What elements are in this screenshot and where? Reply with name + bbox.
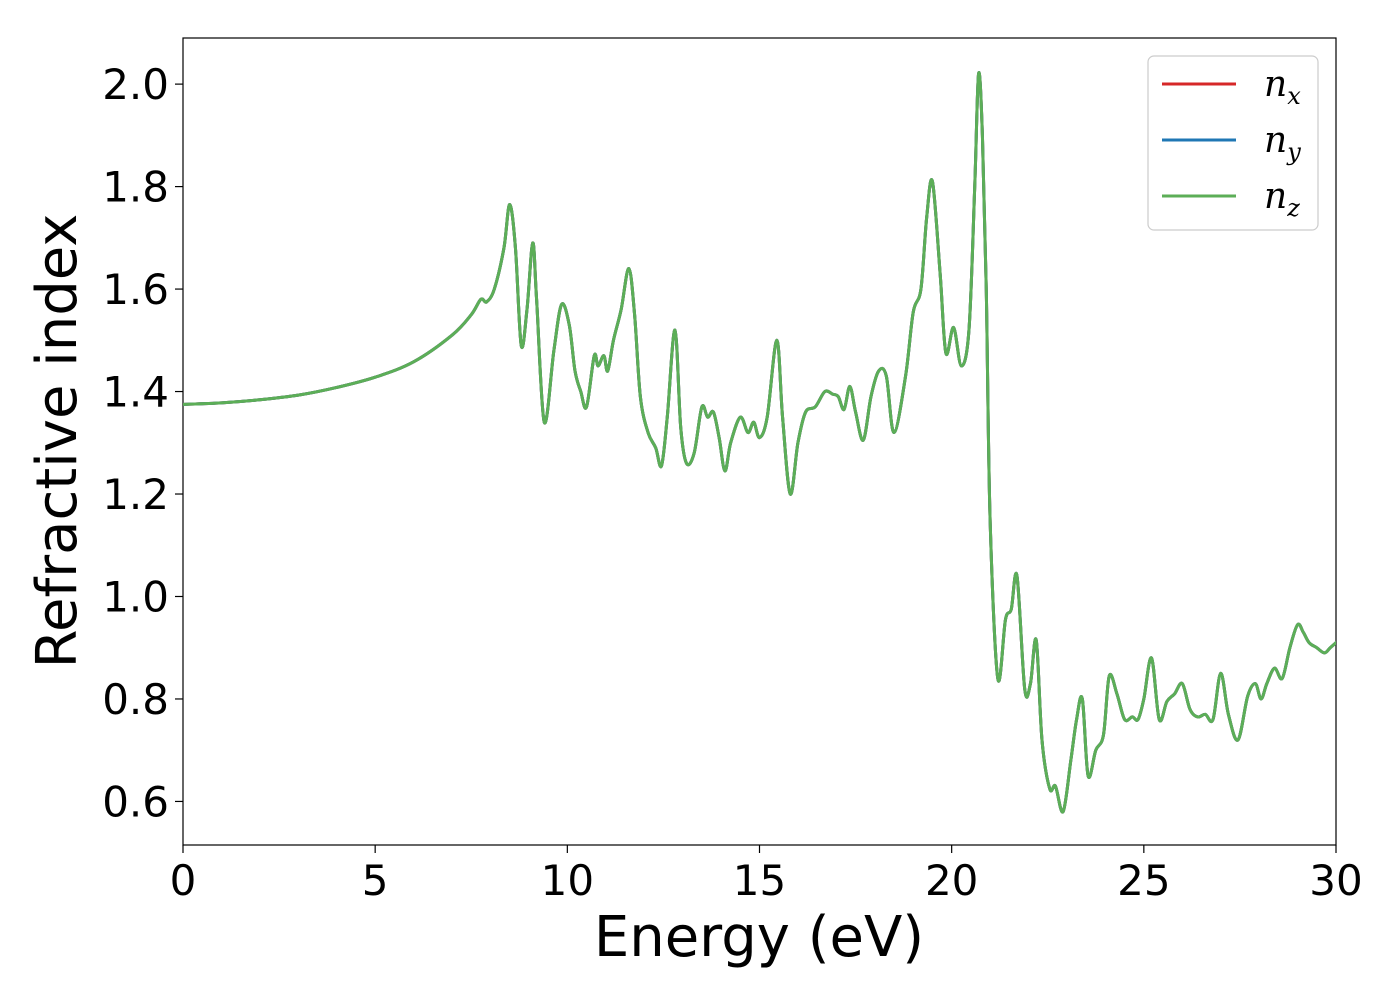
legend: nx ny nz xyxy=(1147,55,1319,231)
legend-box xyxy=(1147,55,1319,231)
x-axis-title: Energy (eV) xyxy=(594,905,924,970)
series-lines xyxy=(183,71,1336,814)
y-axis-title: Refractive index xyxy=(25,214,90,669)
legend-label-nx: nx xyxy=(1264,64,1301,110)
x-tick-label: 10 xyxy=(541,856,594,905)
x-tick-label: 25 xyxy=(1117,856,1170,905)
x-tick-label: 0 xyxy=(170,856,197,905)
series-line-nz xyxy=(183,71,1336,814)
y-tick-label: 0.6 xyxy=(102,777,169,826)
legend-label-ny: ny xyxy=(1264,120,1301,166)
y-tick-label: 1.8 xyxy=(102,163,169,212)
x-tick-label: 15 xyxy=(733,856,786,905)
y-tick-label: 1.6 xyxy=(102,265,169,314)
x-tick-label: 20 xyxy=(925,856,978,905)
y-tick-label: 1.0 xyxy=(102,572,169,621)
y-tick-label: 2.0 xyxy=(102,60,169,109)
y-axis-ticks: 0.6 0.8 1.0 1.2 1.4 1.6 1.8 2.0 xyxy=(102,60,183,826)
x-tick-label: 30 xyxy=(1309,856,1362,905)
legend-entries: nx ny nz xyxy=(1162,64,1301,222)
x-axis-ticks: 0 5 10 15 20 25 30 xyxy=(170,845,1363,905)
y-tick-label: 0.8 xyxy=(102,675,169,724)
legend-label-nz: nz xyxy=(1264,176,1300,222)
x-tick-label: 5 xyxy=(362,856,389,905)
y-tick-label: 1.4 xyxy=(102,368,169,417)
y-tick-label: 1.2 xyxy=(102,470,169,519)
